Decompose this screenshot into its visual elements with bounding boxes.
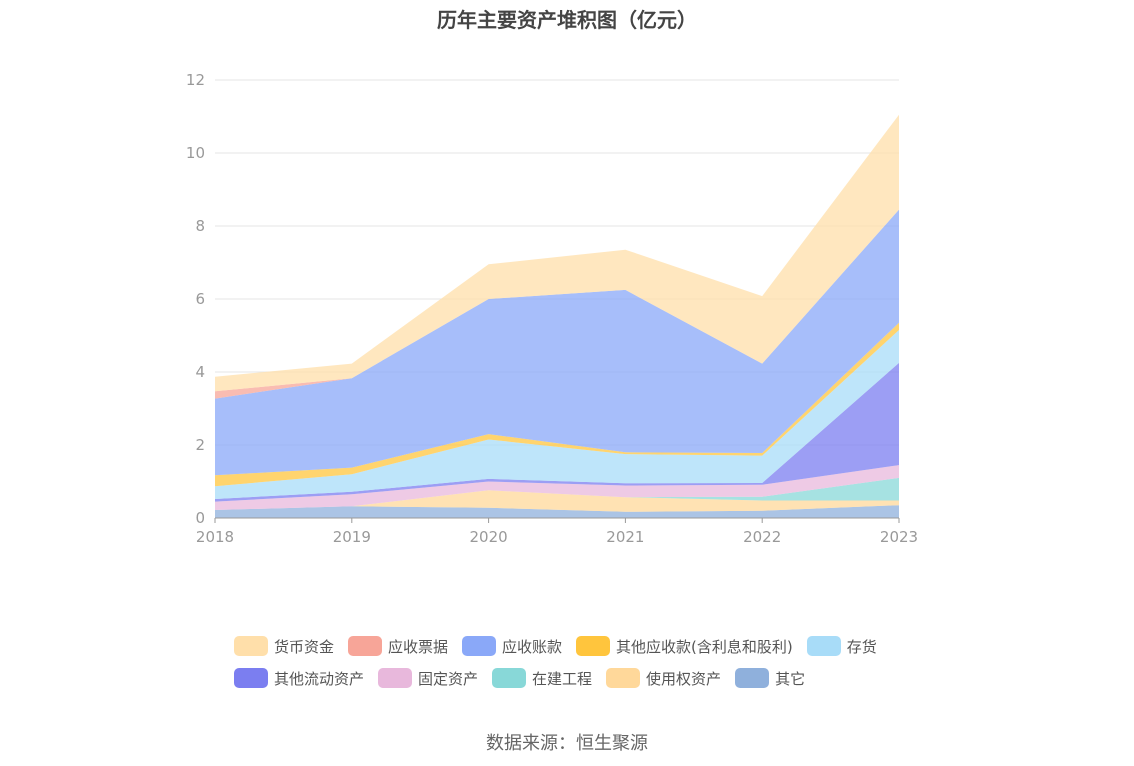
legend-item-shiyongquan[interactable]: 使用权资产 (606, 668, 721, 689)
legend-item-qita-yingshou[interactable]: 其他应收款(含利息和股利) (576, 636, 793, 657)
x-tick-label: 2018 (196, 528, 234, 546)
legend: 货币资金 应收票据 应收账款 其他应收款(含利息和股利) 存货 其他流动资产 固… (234, 630, 934, 694)
x-tick-label: 2022 (743, 528, 781, 546)
y-tick-label: 10 (186, 144, 205, 162)
legend-swatch (606, 668, 641, 688)
legend-label: 存货 (846, 637, 877, 656)
legend-label: 其他流动资产 (274, 669, 365, 688)
legend-swatch (234, 636, 268, 656)
x-tick-label: 2021 (606, 528, 644, 546)
area-series (215, 490, 899, 512)
y-tick-label: 6 (195, 290, 205, 308)
legend-row-2: 其他流动资产 固定资产 在建工程 使用权资产 其它 (234, 662, 934, 694)
area-series (215, 465, 899, 510)
y-tick-label: 2 (195, 436, 205, 454)
x-tick-label: 2019 (333, 528, 371, 546)
legend-swatch (378, 668, 413, 688)
x-tick-label: 2020 (470, 528, 508, 546)
legend-swatch (462, 636, 497, 656)
chart-title: 历年主要资产堆积图（亿元） (437, 8, 697, 32)
legend-label: 使用权资产 (646, 669, 722, 688)
legend-item-cunhuo[interactable]: 存货 (806, 636, 877, 657)
legend-swatch (234, 668, 268, 688)
area-series (215, 114, 899, 392)
legend-item-huobi[interactable]: 货币资金 (234, 636, 334, 657)
legend-label: 应收票据 (388, 637, 449, 656)
legend-label: 其他应收款(含利息和股利) (616, 637, 793, 656)
legend-swatch (806, 636, 841, 656)
legend-item-qita-liudong[interactable]: 其他流动资产 (234, 668, 364, 689)
legend-item-yingshou-zhangkuan[interactable]: 应收账款 (462, 636, 562, 657)
legend-label: 应收账款 (502, 637, 563, 656)
area-series (215, 505, 899, 518)
area-series (215, 209, 899, 476)
axis-layer: 0 2 4 6 8 10 12 2018 2019 2020 2021 2022 2023 (186, 71, 918, 546)
source-note: 数据来源：恒生聚源 (486, 733, 648, 754)
x-tick-label: 2023 (880, 528, 918, 546)
area-series (215, 330, 899, 499)
legend-swatch (348, 636, 383, 656)
legend-swatch (492, 668, 527, 688)
y-tick-label: 8 (195, 217, 205, 235)
legend-swatch (576, 636, 611, 656)
legend-swatch (735, 668, 770, 688)
legend-item-guding[interactable]: 固定资产 (378, 668, 478, 689)
y-tick-label: 4 (195, 363, 205, 381)
y-tick-label: 0 (195, 509, 205, 527)
legend-item-yingshou-piaoju[interactable]: 应收票据 (348, 636, 448, 657)
legend-item-qita[interactable]: 其它 (735, 668, 805, 689)
legend-label: 货币资金 (274, 637, 335, 656)
legend-row-1: 货币资金 应收票据 应收账款 其他应收款(含利息和股利) 存货 (234, 630, 934, 662)
area-layer (215, 114, 899, 518)
legend-item-zaijian[interactable]: 在建工程 (492, 668, 592, 689)
y-tick-label: 12 (186, 71, 205, 89)
legend-label: 其它 (775, 669, 806, 688)
legend-label: 在建工程 (532, 669, 593, 688)
legend-label: 固定资产 (418, 669, 479, 688)
